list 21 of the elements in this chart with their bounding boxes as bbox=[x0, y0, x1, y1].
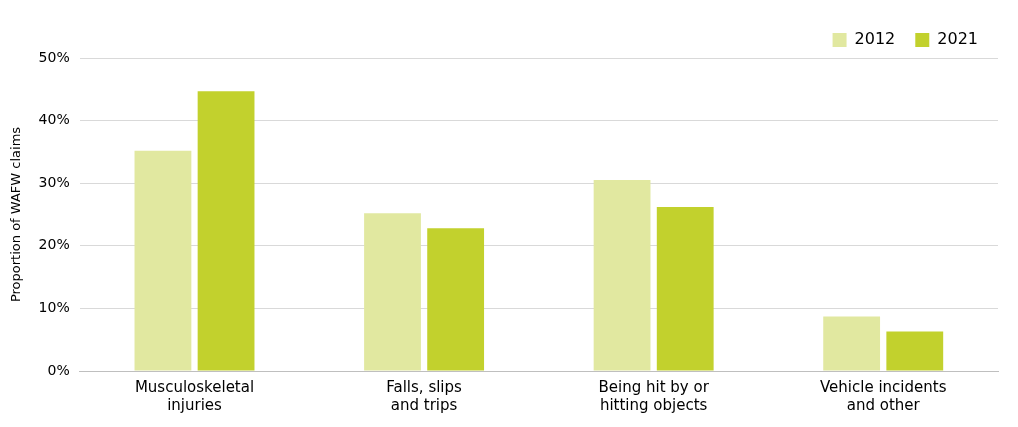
bar bbox=[197, 91, 255, 371]
y-tick-label: 30% bbox=[38, 173, 70, 190]
y-tick-label: 10% bbox=[38, 299, 70, 316]
y-tick-label: 40% bbox=[38, 111, 70, 128]
x-tick-label: Falls, slips and trips bbox=[386, 377, 463, 414]
x-tick-label: Vehicle incidents and other bbox=[819, 377, 947, 414]
bar bbox=[134, 150, 192, 371]
legend-label: 2012 bbox=[854, 29, 896, 49]
x-tick-label: Musculoskeletal injuries bbox=[134, 377, 255, 414]
x-tick-label: Being hit by or hitting objects bbox=[598, 377, 710, 414]
bar bbox=[364, 213, 421, 371]
y-tick-label: 0% bbox=[47, 361, 70, 378]
y-tick-label: 50% bbox=[38, 48, 70, 65]
bar bbox=[886, 331, 944, 371]
legend-label: 2021 bbox=[937, 29, 978, 49]
bar bbox=[593, 180, 651, 371]
y-tick-label: 20% bbox=[38, 236, 70, 253]
bar bbox=[656, 206, 714, 371]
bar bbox=[823, 316, 881, 371]
y-axis-title: Proportion of WAFW claims bbox=[8, 126, 24, 303]
bar bbox=[427, 228, 485, 371]
